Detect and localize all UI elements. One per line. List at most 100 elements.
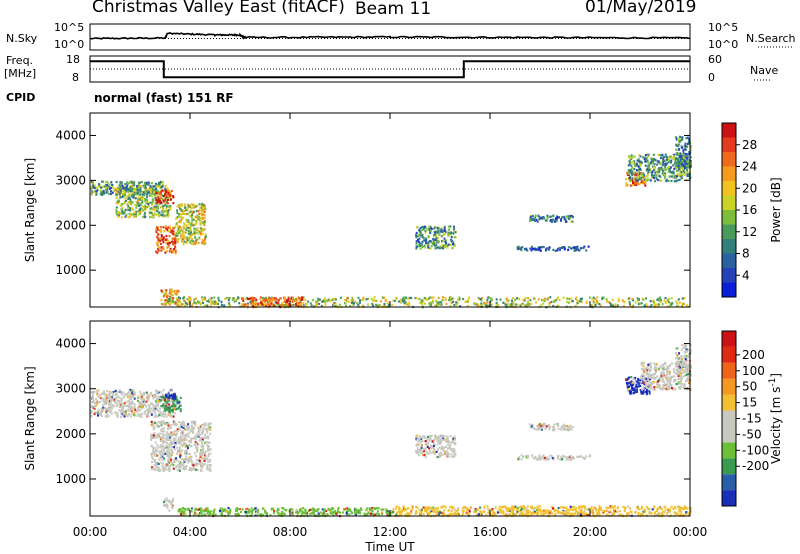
power-panel-cell	[670, 159, 673, 162]
velocity-panel-cell	[518, 510, 520, 513]
power-panel-cell	[676, 144, 679, 148]
power-panel-colorbar-segment	[722, 239, 736, 254]
velocity-panel-cell	[392, 508, 395, 511]
power-panel-cell	[187, 299, 190, 302]
velocity-panel-cell	[189, 444, 191, 448]
power-panel-cell	[685, 304, 688, 307]
power-panel-cell	[576, 245, 579, 248]
velocity-panel-cell	[178, 466, 181, 469]
velocity-panel-cell	[152, 394, 155, 397]
velocity-panel-cell	[129, 396, 132, 399]
velocity-panel-cell	[395, 505, 398, 508]
velocity-panel-cell	[192, 462, 195, 466]
power-panel-cell	[432, 243, 435, 246]
power-panel-cell	[660, 156, 662, 160]
velocity-panel-cell	[436, 506, 439, 510]
power-panel-cell	[365, 298, 368, 301]
power-panel-cell	[599, 304, 602, 307]
velocity-panel-cell	[173, 458, 176, 461]
velocity-panel-cell	[345, 512, 348, 515]
power-panel-cell	[172, 195, 175, 198]
velocity-panel-cell	[173, 402, 176, 405]
power-panel-cell	[120, 203, 123, 206]
power-panel-cell	[118, 194, 121, 197]
power-panel-cell	[451, 239, 454, 243]
power-panel-cell	[664, 172, 667, 175]
velocity-panel-cell	[129, 415, 132, 418]
power-panel-cell	[685, 137, 688, 140]
velocity-panel-cell	[212, 513, 215, 516]
velocity-panel-cell	[229, 509, 232, 512]
velocity-panel-cell	[377, 507, 380, 510]
velocity-panel-cell	[144, 392, 147, 395]
power-panel-cell	[441, 240, 443, 243]
power-panel-cell	[367, 303, 370, 306]
power-panel-cell	[276, 304, 279, 307]
power-panel-cell	[681, 163, 683, 166]
power-panel-cell	[658, 170, 661, 173]
power-panel-cell	[119, 191, 122, 194]
power-panel-cell	[121, 187, 124, 190]
power-panel-cell	[217, 296, 220, 299]
velocity-panel-cell	[500, 506, 503, 509]
power-panel-cell	[178, 220, 181, 223]
power-panel-cell	[190, 203, 193, 206]
velocity-panel-cell	[335, 512, 338, 515]
power-panel-cell	[141, 202, 143, 205]
power-panel-cell	[681, 136, 684, 139]
power-panel-cell	[535, 301, 538, 304]
power-panel-cell	[628, 301, 631, 304]
velocity-panel-cell	[173, 446, 176, 449]
velocity-panel-cell	[547, 510, 550, 513]
velocity-panel-cell	[227, 507, 230, 510]
power-panel-cell	[281, 302, 284, 305]
power-panel-cell	[638, 160, 641, 163]
power-panel-cell	[438, 226, 441, 229]
power-panel-cell	[571, 300, 574, 303]
velocity-panel-cell	[200, 509, 203, 512]
velocity-panel-cell	[180, 421, 183, 425]
velocity-panel-cell	[498, 511, 501, 514]
power-panel-ytick-label: 1000	[55, 263, 86, 277]
power-panel-cell	[165, 234, 168, 238]
power-panel-cell	[648, 162, 651, 165]
power-panel-cell	[637, 302, 640, 306]
power-panel-cell	[437, 302, 440, 305]
velocity-panel-cell	[171, 446, 174, 449]
velocity-panel-cell	[120, 405, 123, 408]
power-panel-cell	[117, 211, 119, 214]
power-panel-cell	[558, 247, 561, 250]
velocity-panel-cell	[96, 399, 99, 403]
power-panel-cell	[674, 174, 677, 177]
power-panel-cell	[201, 232, 204, 235]
velocity-panel-cell	[199, 428, 202, 431]
velocity-panel-cell	[201, 466, 204, 469]
power-panel-cell	[684, 145, 687, 149]
power-panel-cell	[434, 242, 437, 245]
power-panel-cell	[189, 299, 192, 302]
power-panel-cell	[181, 217, 184, 220]
velocity-panel-cell	[151, 468, 154, 471]
power-panel-cell	[133, 211, 136, 214]
power-panel-cell	[170, 229, 173, 232]
velocity-panel-cell	[198, 459, 201, 462]
power-panel-cell	[193, 232, 196, 235]
velocity-panel-cell	[110, 409, 113, 412]
velocity-panel-cell	[154, 414, 157, 417]
velocity-panel-cell	[535, 508, 538, 511]
power-panel-cell	[172, 300, 174, 303]
velocity-panel-cell	[178, 463, 181, 466]
power-panel-cell	[657, 179, 660, 182]
power-panel-cell	[182, 238, 185, 241]
power-panel-cell	[439, 230, 442, 233]
power-panel-cell	[224, 297, 227, 300]
power-panel-cell	[522, 298, 525, 301]
power-panel-cell	[126, 188, 129, 191]
power-panel-cell	[675, 300, 678, 303]
power-panel-cell	[139, 184, 142, 188]
power-panel-cell	[184, 206, 187, 209]
velocity-panel-cell	[166, 443, 169, 446]
velocity-panel-cell	[176, 441, 179, 444]
power-panel-cell	[145, 183, 148, 186]
power-panel-cell	[174, 250, 177, 253]
